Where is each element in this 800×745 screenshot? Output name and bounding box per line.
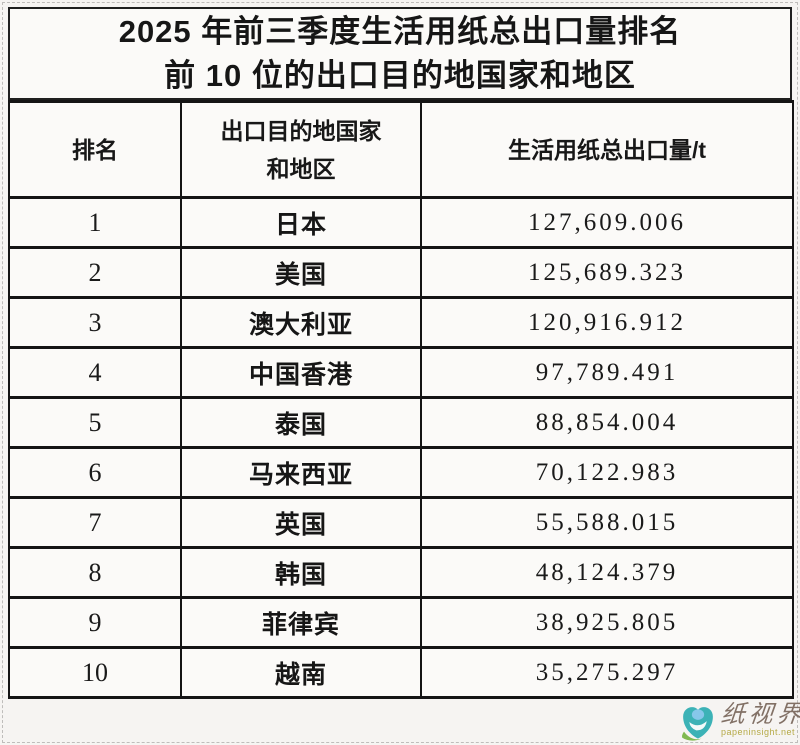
table-row: 9 菲律宾 38,925.805 bbox=[8, 596, 794, 649]
destination-cell: 英国 bbox=[180, 496, 422, 549]
volume-cell: 35,275.297 bbox=[420, 646, 794, 699]
table-header-row: 排名 出口目的地国家 和地区 生活用纸总出口量/t bbox=[8, 100, 794, 199]
volume-cell: 55,588.015 bbox=[420, 496, 794, 549]
destination-cell: 菲律宾 bbox=[180, 596, 422, 649]
export-ranking-table: 排名 出口目的地国家 和地区 生活用纸总出口量/t 1 日本 127,609.0… bbox=[8, 100, 794, 699]
destination-cell: 越南 bbox=[180, 646, 422, 699]
rank-cell: 4 bbox=[8, 346, 182, 399]
column-header-rank: 排名 bbox=[8, 100, 182, 199]
column-header-destination-line1: 出口目的地国家 bbox=[220, 117, 382, 144]
watermark: 纸视界 papeninsight.net bbox=[677, 700, 800, 745]
rank-cell: 10 bbox=[8, 646, 182, 699]
destination-cell: 泰国 bbox=[180, 396, 422, 449]
table-row: 10 越南 35,275.297 bbox=[8, 646, 794, 699]
volume-cell: 48,124.379 bbox=[420, 546, 794, 599]
table-row: 2 美国 125,689.323 bbox=[8, 246, 794, 299]
rank-cell: 2 bbox=[8, 246, 182, 299]
table-row: 6 马来西亚 70,122.983 bbox=[8, 446, 794, 499]
volume-cell: 127,609.006 bbox=[420, 196, 794, 249]
table-row: 5 泰国 88,854.004 bbox=[8, 396, 794, 449]
destination-cell: 马来西亚 bbox=[180, 446, 422, 499]
volume-cell: 97,789.491 bbox=[420, 346, 794, 399]
volume-cell: 88,854.004 bbox=[420, 396, 794, 449]
destination-cell: 日本 bbox=[180, 196, 422, 249]
rank-cell: 9 bbox=[8, 596, 182, 649]
watermark-brand-text: 纸视界 bbox=[719, 700, 800, 728]
rank-cell: 3 bbox=[8, 296, 182, 349]
volume-cell: 120,916.912 bbox=[420, 296, 794, 349]
column-header-destination: 出口目的地国家 和地区 bbox=[180, 100, 422, 199]
table-row: 1 日本 127,609.006 bbox=[8, 196, 794, 249]
rank-cell: 5 bbox=[8, 396, 182, 449]
rank-cell: 8 bbox=[8, 546, 182, 599]
rank-cell: 7 bbox=[8, 496, 182, 549]
title-line-1: 2025 年前三季度生活用纸总出口量排名 bbox=[118, 13, 682, 49]
table-row: 7 英国 55,588.015 bbox=[8, 496, 794, 549]
rank-cell: 1 bbox=[8, 196, 182, 249]
destination-cell: 中国香港 bbox=[180, 346, 422, 399]
destination-cell: 韩国 bbox=[180, 546, 422, 599]
volume-cell: 70,122.983 bbox=[420, 446, 794, 499]
paper-insight-logo-icon bbox=[682, 707, 713, 741]
table-row: 3 澳大利亚 120,916.912 bbox=[8, 296, 794, 349]
volume-cell: 38,925.805 bbox=[420, 596, 794, 649]
figure-title: 2025 年前三季度生活用纸总出口量排名 前 10 位的出口目的地国家和地区 bbox=[8, 7, 792, 100]
watermark-url-text: papeninsight.net bbox=[721, 727, 796, 737]
table-row: 8 韩国 48,124.379 bbox=[8, 546, 794, 599]
table-row: 4 中国香港 97,789.491 bbox=[8, 346, 794, 399]
column-header-volume: 生活用纸总出口量/t bbox=[420, 100, 794, 199]
destination-cell: 美国 bbox=[180, 246, 422, 299]
volume-cell: 125,689.323 bbox=[420, 246, 794, 299]
destination-cell: 澳大利亚 bbox=[180, 296, 422, 349]
column-header-destination-line2: 和地区 bbox=[266, 155, 336, 182]
rank-cell: 6 bbox=[8, 446, 182, 499]
title-line-2: 前 10 位的出口目的地国家和地区 bbox=[164, 57, 636, 93]
